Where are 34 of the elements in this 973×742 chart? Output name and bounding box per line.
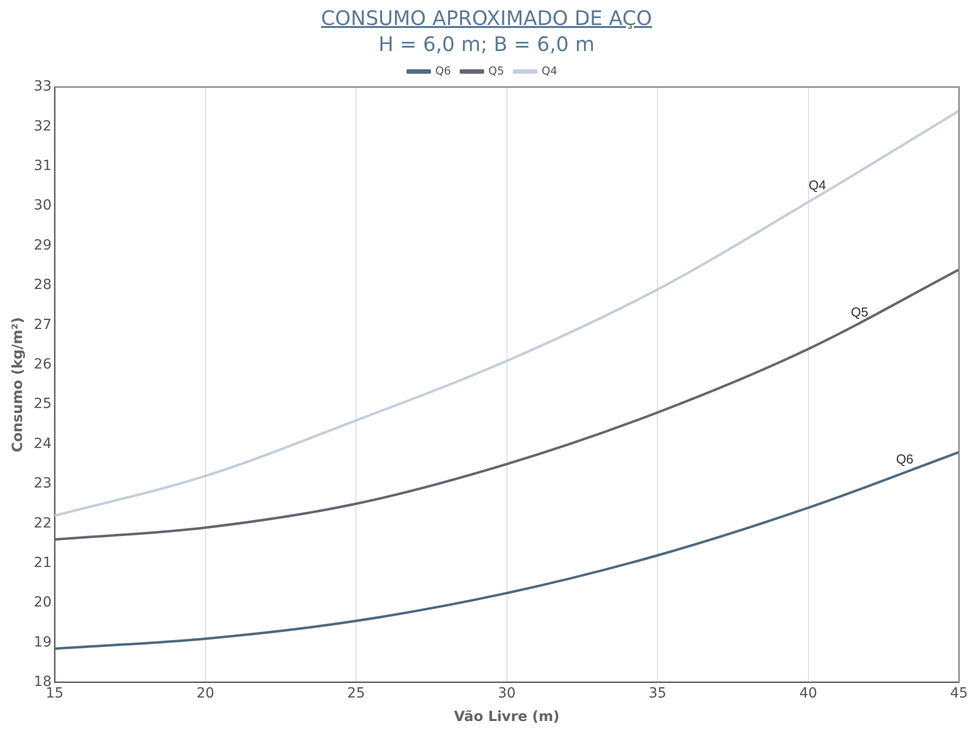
x-tick-label: 40 [799, 685, 818, 702]
y-tick-label: 27 [34, 316, 52, 333]
legend-label: Q4 [542, 64, 558, 78]
x-tick-label: 20 [196, 685, 214, 702]
chart-title: CONSUMO APROXIMADO DE AÇO [320, 6, 653, 30]
y-axis-title: Consumo (kg/m²) [10, 317, 26, 452]
y-tick-label: 21 [34, 554, 52, 571]
y-tick-label: 22 [34, 515, 52, 532]
legend-label: Q6 [435, 64, 451, 78]
x-tick-label: 25 [347, 685, 365, 702]
x-axis-title: Vão Livre (m) [454, 709, 560, 726]
chart-subtitle: H = 6,0 m; B = 6,0 m [377, 32, 596, 56]
y-tick-label: 26 [34, 356, 52, 372]
x-tick-label: 30 [498, 685, 516, 702]
annotation: Q5 [850, 304, 868, 320]
legend-label: Q5 [488, 64, 504, 78]
y-tick-label: 33 [34, 78, 52, 95]
annotation: Q6 [896, 452, 914, 467]
x-tick-label: 35 [648, 685, 666, 702]
x-tick-label: 45 [950, 685, 968, 702]
y-tick-label: 32 [34, 118, 52, 134]
y-tick-label: 31 [34, 158, 52, 174]
annotation: Q4 [808, 178, 826, 193]
y-tick-label: 28 [34, 277, 52, 294]
y-tick-label: 24 [34, 436, 52, 452]
y-tick-label: 23 [34, 476, 52, 492]
y-tick-label: 20 [34, 594, 52, 611]
line-series [54, 110, 959, 517]
y-tick-label: 25 [34, 396, 52, 412]
y-tick-label: 19 [34, 634, 52, 650]
y-tick-label: 29 [34, 237, 52, 254]
x-tick-label: 15 [46, 685, 64, 702]
y-tick-label: 30 [34, 198, 52, 214]
line-series [54, 450, 959, 650]
